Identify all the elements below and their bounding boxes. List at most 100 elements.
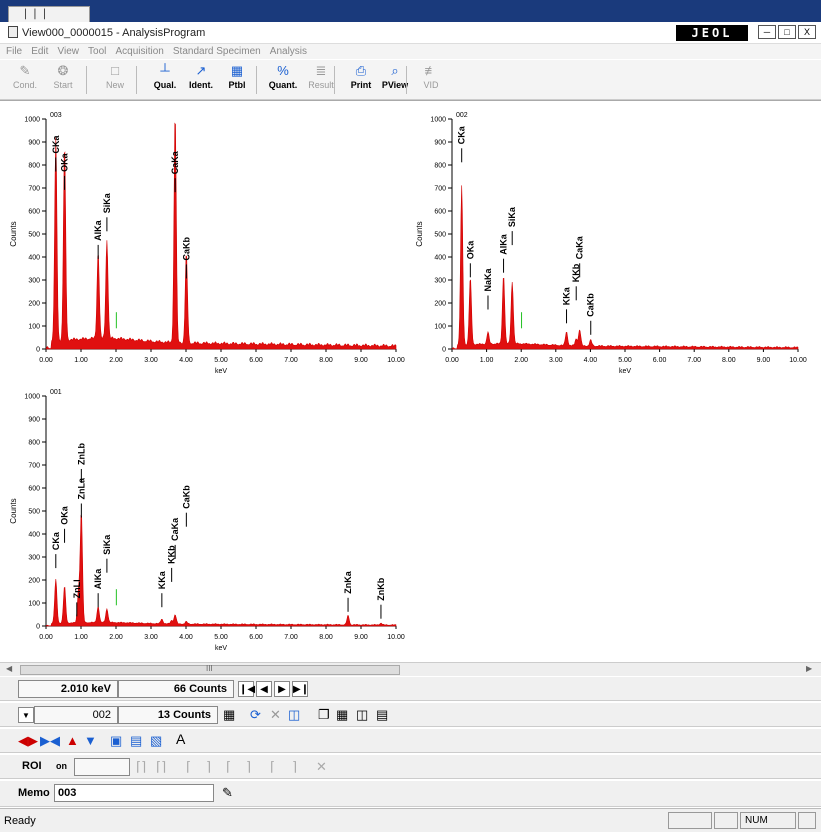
peak-label: KKa bbox=[562, 286, 572, 305]
menu-analysis[interactable]: Analysis bbox=[269, 46, 308, 57]
toolbar-vid-button[interactable]: ≢ VID bbox=[412, 62, 450, 98]
window-icon[interactable]: ❐ bbox=[318, 707, 330, 722]
horizontal-scrollbar[interactable]: ◀ III ▶ bbox=[0, 662, 821, 676]
menu-standard-specimen[interactable]: Standard Specimen bbox=[172, 46, 261, 57]
toolbar-start-button[interactable]: ❂ Start bbox=[44, 62, 82, 98]
x-tick-label: 10.00 bbox=[387, 357, 405, 364]
roi-move2-icon[interactable]: ⌉ bbox=[292, 759, 298, 774]
toolbar-button-label: Cond. bbox=[12, 80, 38, 90]
x-tick-label: 6.00 bbox=[249, 357, 263, 364]
grid-icon[interactable]: ▦ bbox=[223, 707, 236, 722]
toolbar-new-button[interactable]: □ New bbox=[96, 62, 134, 98]
toolbar-cond-button[interactable]: ✎ Cond. bbox=[6, 62, 44, 98]
layout-icon[interactable]: ▦ bbox=[336, 707, 349, 722]
fit-all-icon[interactable]: ▧ bbox=[150, 733, 163, 748]
roi-right-icon[interactable]: ⌉ bbox=[206, 759, 212, 774]
peak-label: ZnKb bbox=[376, 577, 386, 600]
scroll-thumb[interactable]: III bbox=[20, 664, 400, 675]
peak-label: ZnLl bbox=[72, 579, 82, 598]
memo-field[interactable]: 003 bbox=[54, 784, 214, 802]
menu-acquisition[interactable]: Acquisition bbox=[115, 46, 164, 57]
text-tool-button[interactable]: A bbox=[176, 731, 186, 747]
cond-icon: ✎ bbox=[19, 63, 31, 78]
x-tick-label: 3.00 bbox=[549, 357, 563, 364]
counts-readout: 66 Counts bbox=[118, 680, 234, 698]
roi-shift-icon[interactable]: ⌈ bbox=[226, 759, 232, 774]
menu-file[interactable]: File bbox=[6, 46, 23, 57]
scroll-right-icon[interactable]: ▶ bbox=[806, 664, 813, 673]
y-tick-label: 200 bbox=[434, 301, 446, 308]
status-text: Ready bbox=[4, 815, 36, 827]
toolbar-separator bbox=[136, 66, 137, 94]
columns-icon[interactable]: ◫ bbox=[356, 707, 369, 722]
y-tick-label: 100 bbox=[28, 601, 40, 608]
toolbar-separator bbox=[334, 66, 335, 94]
shrink-v-icon[interactable]: ▼ bbox=[84, 733, 97, 748]
minimize-button[interactable]: ─ bbox=[758, 25, 776, 39]
y-tick-label: 500 bbox=[28, 232, 40, 239]
toolbar-button-label: Print bbox=[350, 80, 372, 90]
roi-input[interactable] bbox=[74, 758, 130, 776]
toolbar-ptbl-button[interactable]: ▦ Ptbl bbox=[218, 62, 256, 98]
roi-shift2-icon[interactable]: ⌉ bbox=[246, 759, 252, 774]
toolbar-quant-button[interactable]: % Quant. bbox=[264, 62, 302, 98]
x-tick-label: 0.00 bbox=[445, 357, 459, 364]
roi-move-icon[interactable]: ⌈ bbox=[270, 759, 276, 774]
fit-v-icon[interactable]: ▤ bbox=[130, 733, 143, 748]
toolbar-ident-button[interactable]: ↗ Ident. bbox=[182, 62, 220, 98]
status-pane-4 bbox=[798, 812, 816, 829]
x-tick-label: 1.00 bbox=[74, 634, 88, 641]
expand-h-icon[interactable]: ◀▶ bbox=[18, 733, 38, 748]
first-peak-button[interactable]: ❙◀ bbox=[238, 681, 255, 697]
x-tick-label: 6.00 bbox=[249, 634, 263, 641]
peak-label: KKb bbox=[571, 263, 581, 282]
peak-label: SiKa bbox=[102, 534, 112, 555]
toolbar-button-label: Start bbox=[53, 80, 73, 90]
y-tick-label: 500 bbox=[28, 509, 40, 516]
menu-view[interactable]: View bbox=[57, 46, 79, 57]
new-icon: □ bbox=[111, 63, 119, 78]
next-peak-button[interactable]: ▶ bbox=[274, 681, 290, 697]
outer-tab[interactable]: ▕ ▕ ▕ bbox=[8, 6, 90, 22]
refresh-icon[interactable]: ⟳ bbox=[250, 707, 261, 722]
rows-icon[interactable]: ▤ bbox=[376, 707, 389, 722]
expand-v-icon[interactable]: ▲ bbox=[66, 733, 79, 748]
toolbar-button-label: PView bbox=[381, 80, 409, 90]
menu-tool[interactable]: Tool bbox=[88, 46, 107, 57]
toolbar-button-label: VID bbox=[423, 80, 439, 90]
peak-label: ZnKa bbox=[343, 570, 353, 593]
prev-peak-button[interactable]: ◀ bbox=[256, 681, 272, 697]
scroll-grip: III bbox=[206, 664, 213, 673]
menu-edit[interactable]: Edit bbox=[31, 46, 49, 57]
roi-add2-icon[interactable]: ⌈⌉ bbox=[156, 759, 167, 774]
x-tick-label: 4.00 bbox=[584, 357, 598, 364]
y-tick-label: 300 bbox=[434, 278, 446, 285]
spectrum-select[interactable]: 002 bbox=[34, 706, 118, 724]
maximize-button[interactable]: □ bbox=[778, 25, 796, 39]
roi-toggle[interactable]: on bbox=[56, 761, 67, 771]
toolbar-result-button[interactable]: ≣ Result bbox=[302, 62, 340, 98]
memo-edit-icon[interactable]: ✎ bbox=[222, 785, 233, 800]
close-button[interactable]: X bbox=[798, 25, 816, 39]
x-tick-label: 6.00 bbox=[653, 357, 667, 364]
roi-add-icon[interactable]: ⌈⌉ bbox=[136, 759, 147, 774]
shrink-h-icon[interactable]: ▶◀ bbox=[40, 733, 60, 748]
toolbar-button-label: Ptbl bbox=[228, 80, 246, 90]
toolbar-print-button[interactable]: ⎙ Print bbox=[342, 62, 380, 98]
peak-label: SiKa bbox=[507, 206, 517, 227]
fit-h-icon[interactable]: ▣ bbox=[110, 733, 123, 748]
last-peak-button[interactable]: ▶❙ bbox=[292, 681, 309, 697]
x-tick-label: 5.00 bbox=[214, 357, 228, 364]
roi-left-icon[interactable]: ⌈ bbox=[186, 759, 192, 774]
toolbar-qual-button[interactable]: ┴ Qual. bbox=[146, 62, 184, 98]
dropdown-arrow-icon[interactable]: ▼ bbox=[18, 707, 34, 723]
toolbar-separator bbox=[406, 66, 407, 94]
app-icon bbox=[8, 26, 18, 38]
delete-icon[interactable]: ✕ bbox=[270, 707, 281, 722]
roi-clear-icon[interactable]: ✕ bbox=[316, 759, 327, 774]
toolbar-pview-button[interactable]: ⌕ PView bbox=[376, 62, 414, 98]
tile-icon[interactable]: ◫ bbox=[288, 707, 301, 722]
scroll-left-icon[interactable]: ◀ bbox=[6, 664, 13, 673]
y-tick-label: 1000 bbox=[430, 117, 446, 124]
